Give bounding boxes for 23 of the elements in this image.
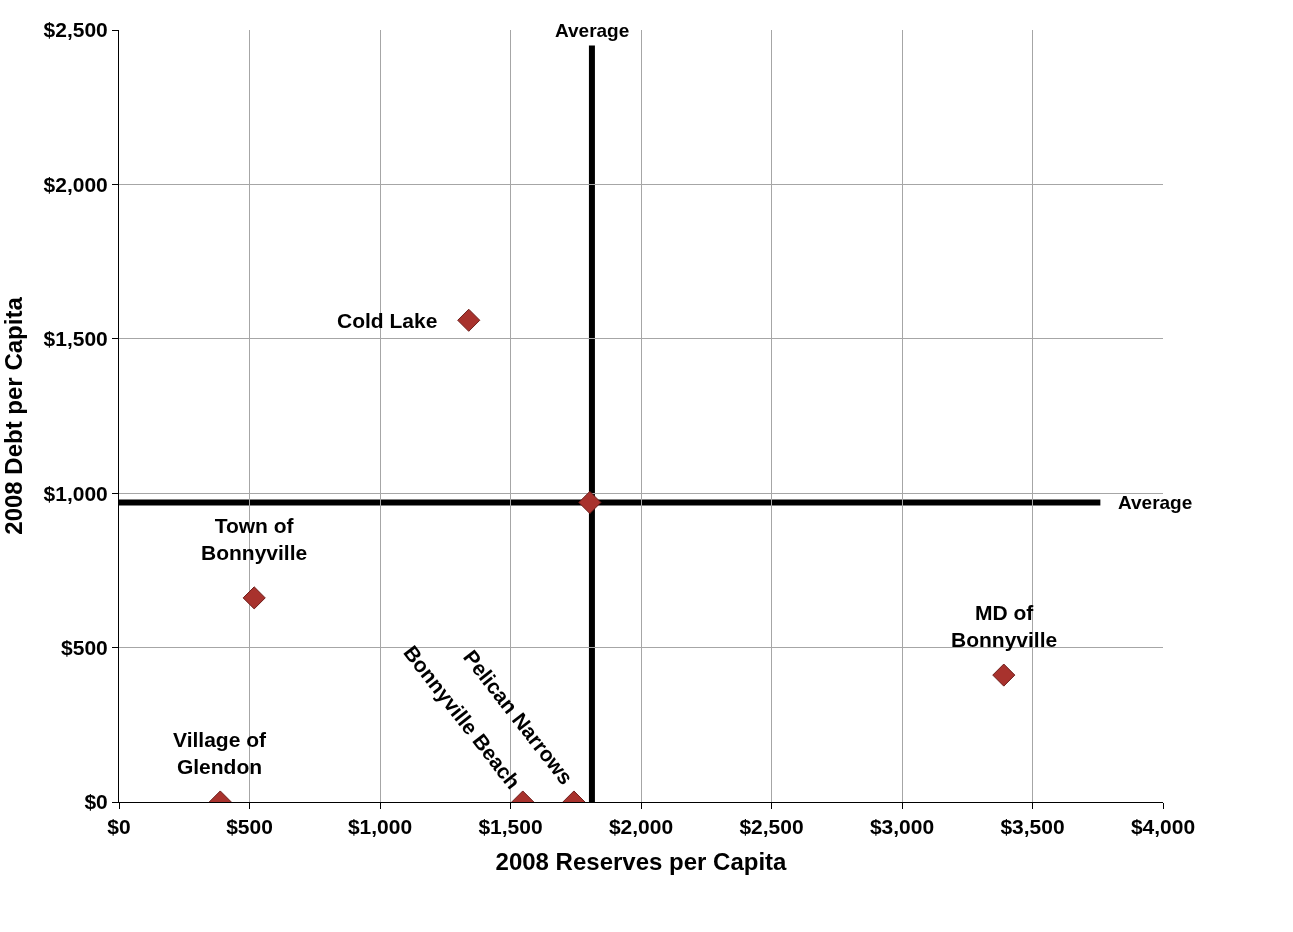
y-tick-label: $2,500 [43, 18, 108, 42]
y-tick-label: $500 [61, 635, 108, 659]
x-tick-label: $1,000 [347, 815, 413, 839]
x-tick-label: $3,000 [869, 815, 935, 839]
annotation: Town of Bonnyville [201, 514, 308, 565]
x-tick-label: $0 [107, 815, 131, 839]
y-tick-label: $1,500 [43, 327, 108, 351]
ref-line-label: Average [555, 20, 630, 41]
x-tick-label: $2,500 [739, 815, 804, 839]
annotation: Cold Lake [337, 309, 438, 332]
y-axis-title: 2008 Debt per Capita [0, 296, 27, 535]
annotation: Village of Glendon [173, 728, 267, 779]
x-axis-title: 2008 Reserves per Capita [495, 847, 788, 875]
y-tick-label: $0 [84, 790, 108, 814]
ref-line-label: Average [1118, 492, 1193, 513]
annotation: MD of Bonnyville [951, 601, 1058, 652]
x-tick-label: $3,500 [1000, 815, 1065, 839]
x-tick-label: $1,500 [478, 815, 543, 839]
x-tick-label: $2,000 [608, 815, 674, 839]
x-tick-label: $4,000 [1130, 815, 1196, 839]
y-tick-label: $1,000 [43, 481, 108, 505]
x-tick-label: $500 [226, 815, 273, 839]
y-tick-label: $2,000 [43, 172, 108, 196]
